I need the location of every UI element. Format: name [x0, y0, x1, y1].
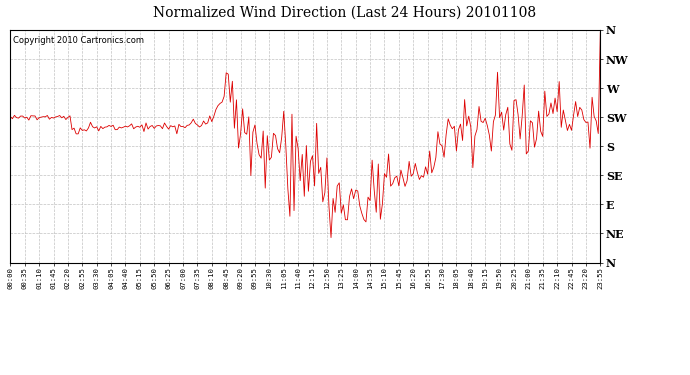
- Text: Normalized Wind Direction (Last 24 Hours) 20101108: Normalized Wind Direction (Last 24 Hours…: [153, 6, 537, 20]
- Text: Copyright 2010 Cartronics.com: Copyright 2010 Cartronics.com: [13, 36, 144, 45]
